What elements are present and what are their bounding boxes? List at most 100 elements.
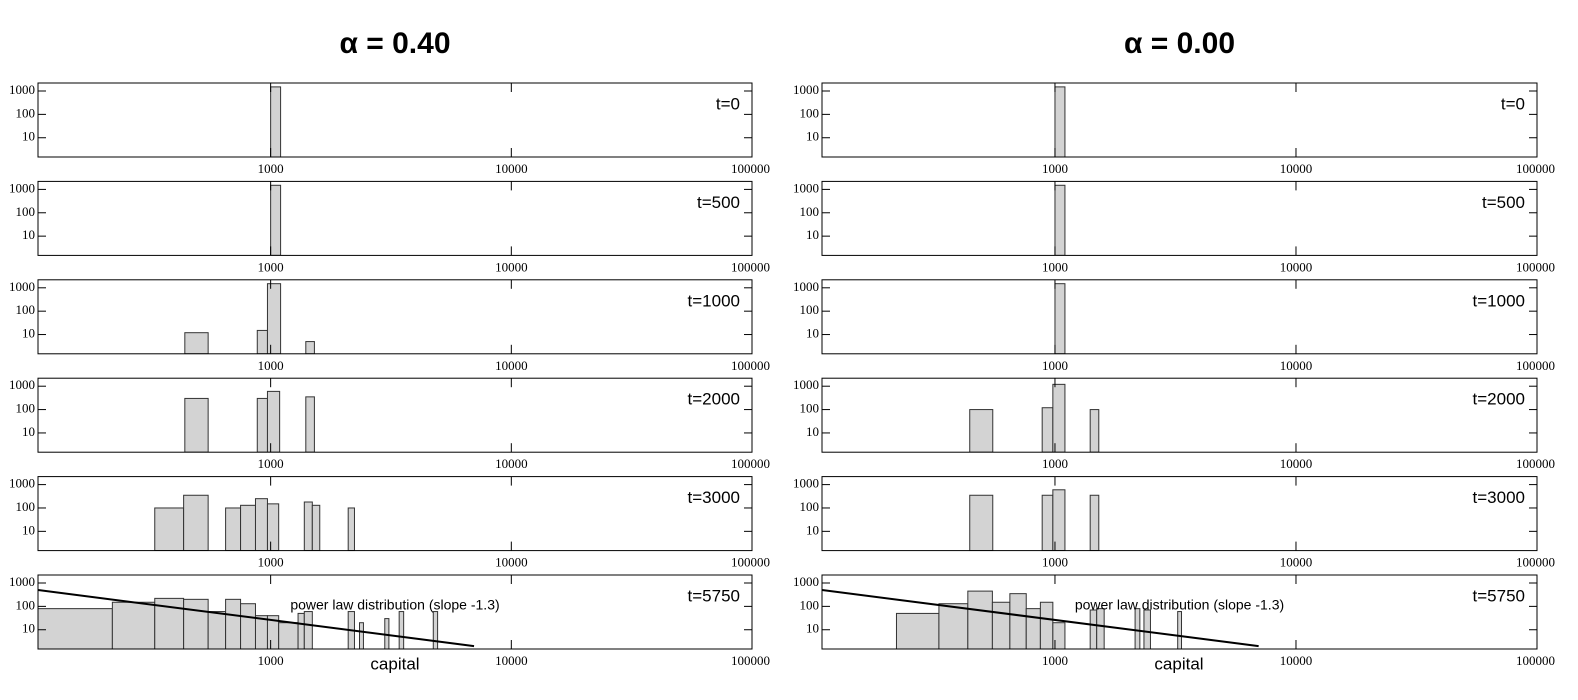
y-tick-label: 100 — [800, 204, 820, 219]
bar — [38, 608, 113, 649]
y-tick-label: 1000 — [9, 180, 35, 195]
x-tick-label: 10000 — [495, 259, 528, 274]
x-tick-label: 1000 — [1042, 456, 1068, 471]
x-tick-label: 10000 — [495, 358, 528, 373]
x-tick-label: 10000 — [1280, 259, 1313, 274]
y-tick-label: 1000 — [793, 180, 819, 195]
bar — [154, 507, 185, 551]
x-tick-label: 100000 — [731, 456, 770, 471]
bar — [1089, 494, 1100, 551]
y-tick-label: 10 — [22, 326, 35, 341]
plot-frame — [37, 377, 753, 453]
x-tick-label: 10000 — [1280, 456, 1313, 471]
x-tick-label: 1000 — [258, 161, 284, 176]
fit-label: power law distribution (slope -1.3) — [1075, 597, 1284, 613]
bar — [270, 86, 282, 157]
y-tick-label: 1000 — [9, 476, 35, 491]
x-tick-label: 100000 — [731, 358, 770, 373]
plot-frame — [821, 82, 1538, 158]
bar — [1054, 86, 1066, 157]
bar — [278, 622, 299, 649]
y-tick-label: 100 — [16, 105, 36, 120]
column-title: α = 0.40 — [339, 27, 450, 60]
bar — [184, 397, 209, 453]
panel-annotation: t=1000 — [688, 291, 740, 310]
bar — [432, 611, 439, 649]
panel-annotation: t=1000 — [1473, 291, 1525, 310]
x-tick-label: 1000 — [1042, 259, 1068, 274]
x-tick-label: 1000 — [1042, 555, 1068, 570]
bar — [240, 504, 256, 551]
bar — [991, 601, 1011, 649]
y-tick-label: 100 — [800, 597, 820, 612]
x-axis-label: capital — [1154, 654, 1203, 673]
plot-frame — [821, 180, 1538, 256]
x-tick-label: 10000 — [1280, 555, 1313, 570]
plot-frame — [821, 279, 1538, 355]
bar — [303, 501, 313, 551]
x-tick-label: 1000 — [1042, 653, 1068, 668]
y-tick-label: 1000 — [793, 82, 819, 97]
bar — [254, 615, 268, 649]
y-tick-label: 1000 — [793, 574, 819, 589]
bar — [1089, 409, 1100, 453]
y-tick-label: 10 — [806, 424, 819, 439]
bar — [347, 507, 355, 551]
x-tick-label: 1000 — [258, 358, 284, 373]
y-tick-label: 10 — [806, 522, 819, 537]
bar — [1009, 593, 1027, 649]
bar — [207, 611, 227, 649]
plot-frame — [821, 377, 1538, 453]
plot-frame — [821, 476, 1538, 552]
x-tick-label: 100000 — [1516, 358, 1555, 373]
bar — [305, 396, 315, 453]
x-tick-label: 10000 — [1280, 358, 1313, 373]
fit-line — [38, 589, 475, 648]
bar — [1143, 609, 1151, 649]
bar — [1052, 383, 1066, 453]
x-tick-label: 100000 — [1516, 653, 1555, 668]
x-tick-label: 100000 — [731, 555, 770, 570]
bar — [1041, 494, 1054, 551]
y-tick-label: 100 — [800, 499, 820, 514]
x-tick-label: 100000 — [1516, 259, 1555, 274]
bar — [1041, 407, 1054, 453]
bar — [256, 329, 268, 354]
panel-annotation: t=0 — [716, 94, 740, 113]
bar — [254, 498, 268, 551]
y-tick-label: 100 — [16, 499, 36, 514]
y-tick-label: 100 — [800, 105, 820, 120]
bar — [225, 598, 242, 649]
bar — [240, 603, 256, 649]
bar — [183, 494, 209, 551]
y-tick-label: 10 — [806, 621, 819, 636]
bar — [183, 598, 209, 649]
y-tick-label: 1000 — [9, 377, 35, 392]
fit-line — [822, 589, 1259, 648]
y-tick-label: 100 — [16, 401, 36, 416]
y-tick-label: 10 — [806, 326, 819, 341]
y-tick-label: 1000 — [9, 82, 35, 97]
x-tick-label: 10000 — [1280, 653, 1313, 668]
bar — [895, 612, 940, 649]
y-tick-label: 10 — [806, 227, 819, 242]
panel-annotation: t=0 — [1501, 94, 1525, 113]
bar — [398, 611, 405, 649]
bar — [969, 494, 994, 551]
panel-annotation: t=5750 — [1473, 586, 1525, 605]
bar — [270, 184, 282, 256]
x-tick-label: 10000 — [495, 653, 528, 668]
y-tick-label: 100 — [16, 597, 36, 612]
bar — [1052, 489, 1066, 551]
bar — [266, 283, 282, 354]
bar — [1025, 608, 1041, 649]
x-tick-label: 1000 — [258, 653, 284, 668]
y-tick-label: 1000 — [793, 377, 819, 392]
x-tick-label: 1000 — [258, 555, 284, 570]
column-title: α = 0.00 — [1124, 27, 1235, 60]
x-tick-label: 1000 — [1042, 358, 1068, 373]
y-tick-label: 10 — [22, 424, 35, 439]
y-tick-label: 100 — [16, 204, 36, 219]
bar — [1096, 608, 1105, 649]
x-tick-label: 10000 — [495, 555, 528, 570]
